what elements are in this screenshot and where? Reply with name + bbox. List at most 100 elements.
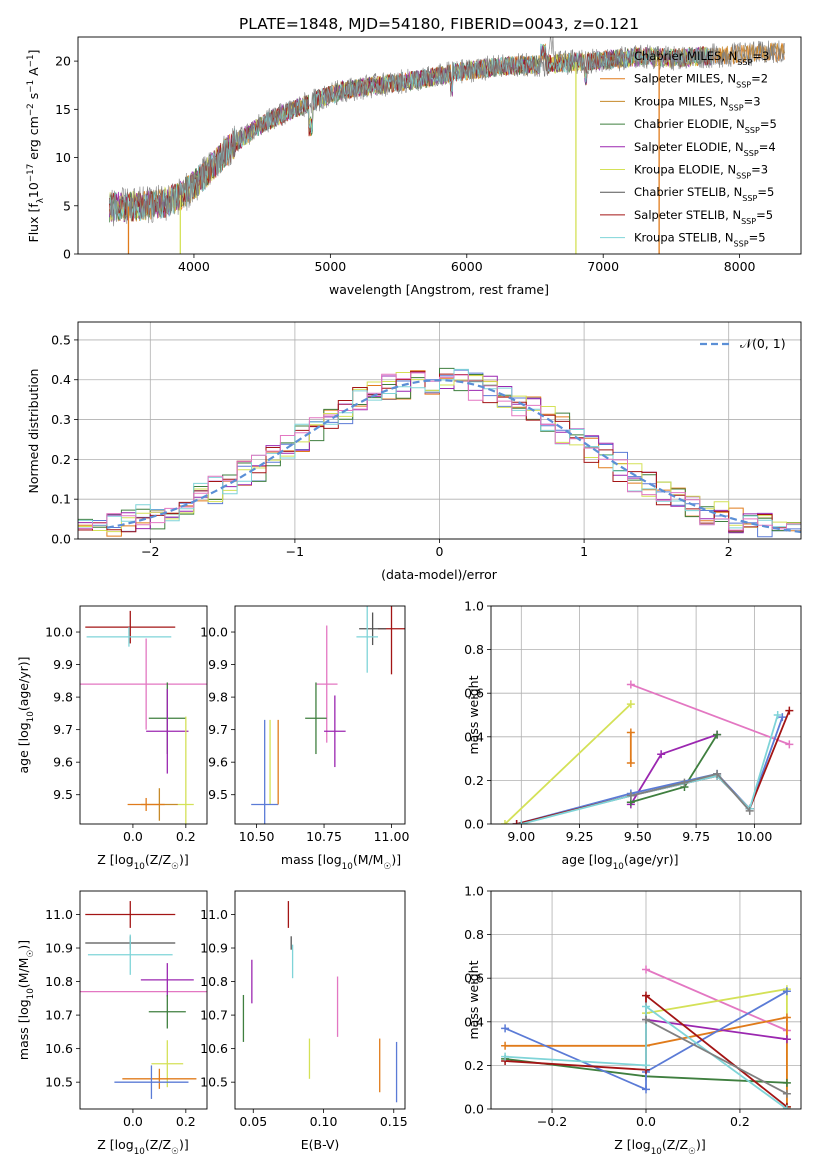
x-tick-label: 0.0: [123, 1114, 143, 1129]
label-part: )]: [179, 852, 189, 867]
label-part: Salpeter ELODIE, N: [634, 140, 744, 154]
y-tick-label: 10.9: [45, 941, 73, 956]
plot-area-massweight_vs_age: [500, 680, 794, 824]
y-tick-label: 15: [55, 102, 71, 117]
ticks-massweight_vs_Z: −0.2 0.0 0.2 0.0 0.2 0.4 0.6 0.8 1.0: [464, 884, 750, 1130]
label-part: Chabrier STELIB, N: [634, 185, 742, 199]
x-tick-label: 2: [725, 544, 733, 559]
spectrum-line: [109, 44, 713, 223]
x-axis-label: Z [log10(Z/Z☉)]: [97, 852, 188, 872]
mass-weight-marker: [782, 987, 791, 996]
mass-weight-marker: [785, 740, 794, 749]
ticks-mass_vs_Z: 0.0 0.2 10.5 10.6 10.7 10.8 10.9 11.0: [45, 907, 196, 1129]
label-part: ]: [26, 50, 41, 55]
label-part: =3: [751, 163, 768, 177]
figure-title: PLATE=1848, MJD=54180, FIBERID=0043, z=0…: [239, 15, 639, 33]
mass-weight-marker: [782, 1105, 791, 1109]
mass-weight-marker: [745, 806, 754, 815]
mass-weight-line: [630, 733, 718, 805]
axes-massweight_vs_age: 9.00 9.25 9.50 9.75 10.00 0.0 0.2 0.4 0.6 0.8 1.0 a…: [464, 599, 802, 872]
x-tick-label: 9.00: [507, 829, 535, 844]
y-tick-label: 11.0: [200, 907, 228, 922]
x-tick-label: −2: [141, 544, 159, 559]
label-part: (M/M: [16, 958, 31, 989]
mass-weight-marker: [626, 680, 635, 689]
label-part: −17: [26, 164, 36, 182]
label-part: ☉: [171, 862, 179, 872]
label-part: −2: [26, 103, 36, 116]
label-part: )]: [179, 1137, 189, 1152]
y-axis-label: age [log10(age/yr)]: [16, 656, 36, 773]
mass-weight-marker: [642, 1061, 650, 1070]
mass-weight-line: [521, 714, 779, 824]
x-tick-label: 8000: [724, 259, 756, 274]
axes-frame: [490, 605, 802, 825]
label-part: Kroupa ELODIE, N: [634, 163, 736, 177]
y-tick-label: 9.5: [208, 787, 228, 802]
label-part: age [log: [16, 722, 31, 773]
axes-frame: [79, 890, 208, 1110]
axes-frame: [79, 605, 208, 825]
label-part: erg cm: [26, 116, 41, 164]
y-tick-label: 10.7: [200, 1008, 228, 1023]
mass-weight-line: [630, 683, 790, 746]
legend-label: Salpeter ELODIE, NSSP=4: [634, 140, 776, 158]
mass-weight-line: [645, 968, 788, 1032]
label-part: λ: [36, 198, 46, 203]
label-part: )]: [391, 852, 401, 867]
y-axis-label: mass weight: [466, 675, 481, 754]
label-part: (Z/Z: [145, 1137, 171, 1152]
y-tick-label: 1.0: [464, 884, 484, 899]
label-part: A: [26, 67, 41, 80]
plot-area-residuals: [78, 367, 801, 539]
x-tick-label: 5000: [314, 259, 346, 274]
label-part: Z [log: [97, 1137, 133, 1152]
label-part: 10: [26, 182, 41, 198]
mass-weight-line: [504, 703, 632, 824]
mass-weight-line: [630, 772, 751, 812]
histogram-step: [78, 368, 801, 539]
label-part: 10: [613, 862, 624, 872]
label-part: (age/yr)]: [16, 656, 31, 711]
label-part: 10: [342, 862, 353, 872]
label-part: SSP: [736, 80, 751, 89]
mass-weight-marker: [517, 820, 526, 824]
x-tick-label: 10.00: [736, 829, 772, 844]
label-part: )]: [16, 940, 31, 950]
legend-label: 𝒩(0, 1): [740, 336, 786, 351]
y-tick-label: 0.6: [464, 686, 484, 701]
y-tick-label: 0.2: [51, 452, 71, 467]
label-part: SSP: [737, 58, 752, 67]
mass-weight-marker: [642, 1015, 650, 1024]
axes-mass_vs_Z: 0.0 0.210.510.610.710.810.911.0Z [log10(Z…: [16, 890, 208, 1157]
label-part: SSP: [742, 194, 757, 203]
spectrum-line: [109, 45, 712, 222]
y-tick-label: 0.0: [51, 532, 71, 547]
y-tick-label: 10.7: [45, 1008, 73, 1023]
mass-weight-marker: [782, 1035, 791, 1044]
label-part: SSP: [736, 171, 751, 180]
x-axis-label: E(B-V): [301, 1137, 340, 1152]
x-axis-label: age [log10(age/yr)]: [561, 852, 678, 872]
label-part: ☉: [171, 1147, 179, 1157]
label-part: =4: [759, 140, 776, 154]
axes-age_vs_mass: 10.50 10.75 11.00 9.5 9.6 9.7 9.8 9.9 10.0 mass […: [200, 605, 409, 872]
y-tick-label: 0.5: [51, 332, 71, 347]
x-tick-label: 0.2: [730, 1114, 750, 1129]
plot-area-age_vs_Z: [80, 610, 207, 824]
mass-weight-marker: [773, 711, 782, 719]
mass-weight-marker: [657, 750, 666, 759]
mass-weight-line: [645, 1018, 788, 1095]
y-tick-label: 11.0: [45, 907, 73, 922]
y-tick-label: 10.8: [200, 974, 228, 989]
axes-massweight_vs_Z: −0.2 0.0 0.2 0.0 0.2 0.4 0.6 0.8 1.0 Z [log10(Z/Z…: [464, 884, 802, 1157]
x-tick-label: −1: [286, 544, 304, 559]
mass-weight-marker: [782, 1078, 791, 1087]
axes-spectrum: 4000 5000 6000 7000 8000 0 5 10 15 20 wavelength […: [26, 36, 802, 297]
y-tick-label: 9.6: [208, 755, 228, 770]
label-part: =3: [752, 49, 769, 63]
label-part: SSP: [744, 148, 759, 157]
label-part: =5: [749, 231, 766, 245]
x-tick-label: 0.0: [636, 1114, 656, 1129]
y-tick-label: 20: [55, 54, 71, 69]
